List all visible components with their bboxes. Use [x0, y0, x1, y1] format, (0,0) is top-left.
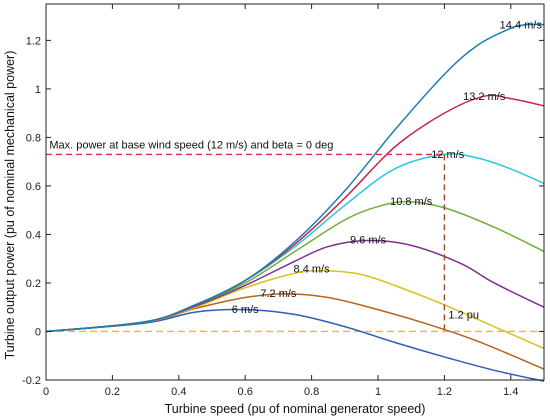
series-label: 10.8 m/s	[390, 196, 433, 208]
y-tick-label: 0.2	[26, 278, 41, 290]
series-label: 9.6 m/s	[350, 234, 387, 246]
series-label: 12 m/s	[431, 149, 465, 161]
x-tick-label: 1.4	[503, 386, 518, 398]
y-tick-label: 1.2	[26, 35, 41, 47]
y-tick-label: 0	[35, 326, 41, 338]
series-label: 8.4 m/s	[294, 263, 331, 275]
axes-frame	[45, 3, 545, 381]
y-tick-label: 0.4	[26, 229, 41, 241]
x-axis-label: Turbine speed (pu of nominal generator s…	[165, 402, 426, 416]
x-tick-label: 1	[375, 386, 381, 398]
y-tick-label: 0.6	[26, 181, 41, 193]
y-tick-label: 0.8	[26, 132, 41, 144]
y-tick-label: -0.2	[22, 375, 41, 387]
axes: 0 0.2 0.4 0.6 0.8 1 1.2 1.4-0.200.20.40.60.811.…	[22, 3, 545, 398]
x-tick-label: 0.2	[105, 386, 120, 398]
series-label: 14.4 m/s	[500, 20, 543, 32]
rated-speed-annotation: 1.2 pu	[448, 310, 479, 322]
series-label: 13.2 m/s	[463, 91, 506, 103]
series-line	[45, 23, 545, 333]
x-tick-label: 1.2	[437, 386, 452, 398]
x-tick-label: 0.4	[171, 386, 186, 398]
plot-area: 6 m/s7.2 m/s 8.4 m/s 9.6 m/s 10.8 m/s 12 m/s…	[45, 20, 545, 382]
x-tick-label: 0	[43, 386, 49, 398]
y-axis-label: Turbine output power (pu of nominal mech…	[3, 51, 17, 360]
x-tick-label: 0.6	[238, 386, 253, 398]
max-power-annotation: Max. power at base wind speed (12 m/s) a…	[49, 139, 333, 151]
series-line	[45, 308, 545, 382]
x-tick-label: 0.8	[304, 386, 319, 398]
series-label: 6 m/s	[232, 304, 259, 316]
series-label: 7.2 m/s	[260, 288, 297, 300]
y-tick-label: 1	[35, 84, 41, 96]
